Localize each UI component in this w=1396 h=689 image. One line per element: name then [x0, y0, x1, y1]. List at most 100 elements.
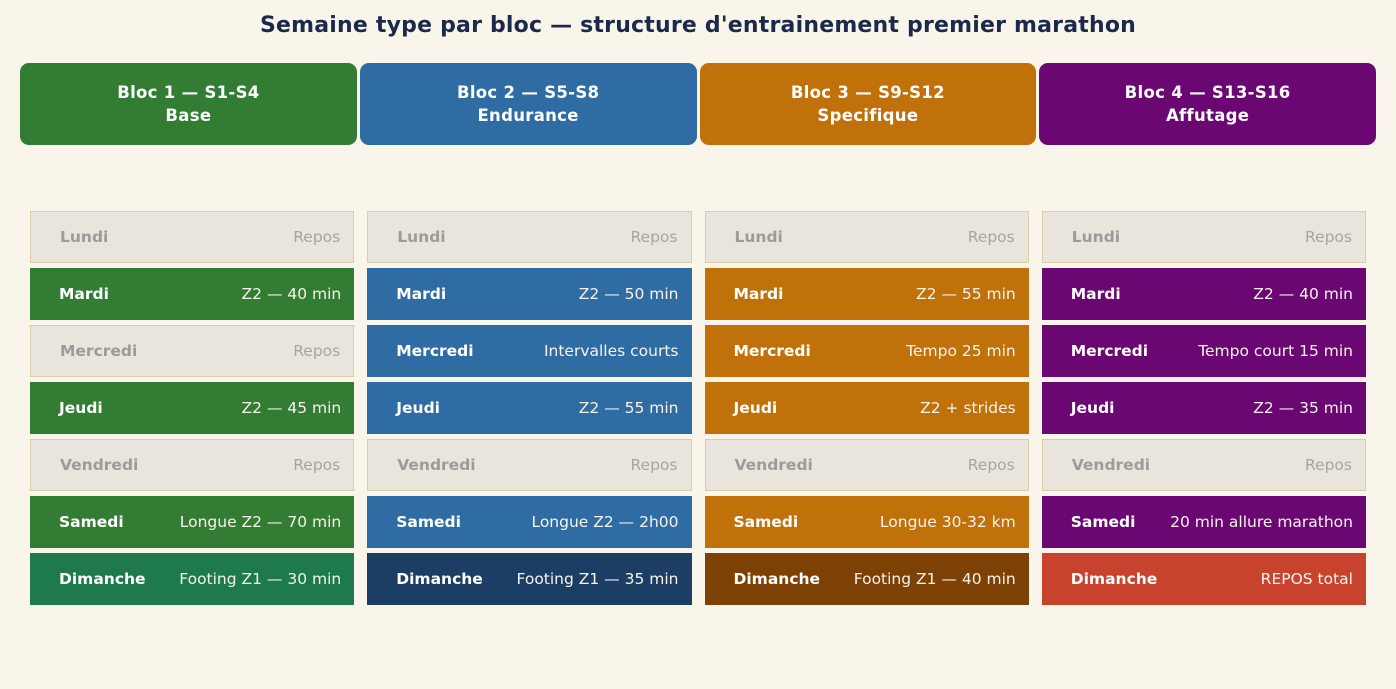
- day-label: Dimanche: [59, 570, 146, 588]
- day-row: Samedi Longue Z2 — 70 min: [30, 496, 355, 548]
- session-label: Longue Z2 — 2h00: [531, 513, 679, 531]
- page-title: Semaine type par bloc — structure d'entr…: [259, 13, 1137, 38]
- session-label: Z2 — 55 min: [578, 399, 679, 417]
- day-label: Mercredi: [60, 342, 138, 360]
- day-label: Mardi: [396, 285, 447, 303]
- day-row: Mardi Z2 — 40 min: [30, 268, 355, 320]
- bloc-4-name: Affutage: [1165, 106, 1250, 125]
- session-label: Repos: [967, 456, 1015, 474]
- session-label: Repos: [967, 228, 1015, 246]
- session-label: Repos: [1304, 228, 1352, 246]
- session-label: Z2 — 35 min: [1253, 399, 1353, 417]
- session-label: Footing Z1 — 35 min: [516, 570, 679, 588]
- bloc-4-header: Bloc 4 — S13-S16 Affutage: [1039, 63, 1376, 145]
- day-row: Mardi Z2 — 50 min: [367, 268, 692, 320]
- day-row: Mercredi Intervalles courts: [367, 325, 692, 377]
- day-row: Dimanche Footing Z1 — 40 min: [704, 553, 1029, 605]
- day-label: Mercredi: [733, 342, 811, 360]
- day-row: Samedi Longue Z2 — 2h00: [367, 496, 692, 548]
- session-label: Z2 — 45 min: [241, 399, 342, 417]
- day-label: Mardi: [1070, 285, 1121, 303]
- day-label: Lundi: [60, 228, 109, 246]
- day-row: Vendredi Repos: [1041, 439, 1366, 491]
- session-label: Longue Z2 — 70 min: [179, 513, 342, 531]
- day-label: Dimanche: [733, 570, 821, 588]
- day-label: Mardi: [733, 285, 784, 303]
- day-row: Lundi Repos: [1041, 211, 1366, 263]
- session-label: Repos: [630, 456, 678, 474]
- day-row: Mardi Z2 — 40 min: [1041, 268, 1366, 320]
- day-row: Jeudi Z2 + strides: [704, 382, 1029, 434]
- day-row: Dimanche REPOS total: [1041, 553, 1366, 605]
- bloc-1-header: Bloc 1 — S1-S4 Base: [20, 63, 357, 145]
- day-row: Lundi Repos: [704, 211, 1029, 263]
- bloc-3-week: Lundi Repos Mardi Z2 — 55 min Mercredi T…: [704, 211, 1029, 605]
- day-row: Lundi Repos: [30, 211, 355, 263]
- day-row: Dimanche Footing Z1 — 30 min: [30, 553, 355, 605]
- day-label: Vendredi: [1071, 456, 1151, 474]
- day-label: Lundi: [1071, 228, 1121, 246]
- day-row: Jeudi Z2 — 35 min: [1041, 382, 1366, 434]
- day-label: Samedi: [1070, 513, 1136, 531]
- day-row: Jeudi Z2 — 55 min: [367, 382, 692, 434]
- day-label: Jeudi: [396, 399, 440, 417]
- bloc-3-name: Specifique: [817, 106, 919, 125]
- session-label: Z2 — 40 min: [1253, 285, 1353, 303]
- session-label: Z2 — 50 min: [578, 285, 679, 303]
- session-label: Intervalles courts: [543, 342, 679, 360]
- session-label: Z2 — 40 min: [241, 285, 342, 303]
- session-label: REPOS total: [1260, 570, 1353, 588]
- day-row: Dimanche Footing Z1 — 35 min: [367, 553, 692, 605]
- day-row: Samedi Longue 30-32 km: [704, 496, 1029, 548]
- day-row: Samedi 20 min allure marathon: [1041, 496, 1366, 548]
- day-label: Lundi: [734, 228, 783, 246]
- day-label: Vendredi: [397, 456, 476, 474]
- session-label: Repos: [293, 228, 341, 246]
- session-label: Z2 — 55 min: [916, 285, 1016, 303]
- bloc-2-header: Bloc 2 — S5-S8 Endurance: [359, 63, 697, 145]
- bloc-2-week: Lundi Repos Mardi Z2 — 50 min Mercredi I…: [367, 211, 692, 605]
- weekly-schedule: Lundi Repos Mardi Z2 — 40 min Mercredi R…: [30, 211, 1366, 605]
- bloc-1-name: Base: [165, 106, 212, 125]
- day-label: Dimanche: [396, 570, 483, 588]
- day-label: Jeudi: [733, 399, 778, 417]
- bloc-3-label: Bloc 3 — S9-S12: [790, 83, 945, 102]
- day-row: Vendredi Repos: [367, 439, 692, 491]
- session-label: Repos: [630, 228, 678, 246]
- day-label: Vendredi: [60, 456, 139, 474]
- day-label: Mercredi: [396, 342, 474, 360]
- day-label: Samedi: [396, 513, 461, 531]
- session-label: Repos: [1304, 456, 1352, 474]
- bloc-headers: Bloc 1 — S1-S4 Base Bloc 2 — S5-S8 Endur…: [20, 63, 1376, 145]
- session-label: Z2 + strides: [920, 399, 1016, 417]
- session-label: Repos: [293, 342, 341, 360]
- day-row: Lundi Repos: [367, 211, 692, 263]
- bloc-2-name: Endurance: [477, 106, 579, 125]
- bloc-2-label: Bloc 2 — S5-S8: [456, 83, 600, 102]
- session-label: Repos: [293, 456, 341, 474]
- session-label: Footing Z1 — 40 min: [853, 570, 1016, 588]
- day-label: Samedi: [59, 513, 124, 531]
- day-row: Jeudi Z2 — 45 min: [30, 382, 355, 434]
- session-label: Longue 30-32 km: [879, 513, 1016, 531]
- day-row: Mercredi Repos: [30, 325, 355, 377]
- bloc-4-label: Bloc 4 — S13-S16: [1124, 83, 1291, 102]
- day-label: Mercredi: [1070, 342, 1149, 360]
- bloc-4-week: Lundi Repos Mardi Z2 — 40 min Mercredi T…: [1041, 211, 1366, 605]
- day-row: Vendredi Repos: [30, 439, 355, 491]
- day-label: Dimanche: [1070, 570, 1158, 588]
- day-row: Mercredi Tempo 25 min: [704, 325, 1029, 377]
- session-label: Footing Z1 — 30 min: [179, 570, 342, 588]
- day-row: Mardi Z2 — 55 min: [704, 268, 1029, 320]
- day-label: Jeudi: [1070, 399, 1115, 417]
- day-label: Lundi: [397, 228, 446, 246]
- day-row: Mercredi Tempo court 15 min: [1041, 325, 1366, 377]
- day-label: Mardi: [59, 285, 109, 303]
- session-label: Tempo court 15 min: [1198, 342, 1353, 360]
- day-row: Vendredi Repos: [704, 439, 1029, 491]
- day-label: Samedi: [733, 513, 799, 531]
- session-label: 20 min allure marathon: [1170, 513, 1353, 531]
- day-label: Vendredi: [734, 456, 813, 474]
- bloc-3-header: Bloc 3 — S9-S12 Specifique: [699, 63, 1037, 145]
- bloc-1-label: Bloc 1 — S1-S4: [117, 83, 260, 102]
